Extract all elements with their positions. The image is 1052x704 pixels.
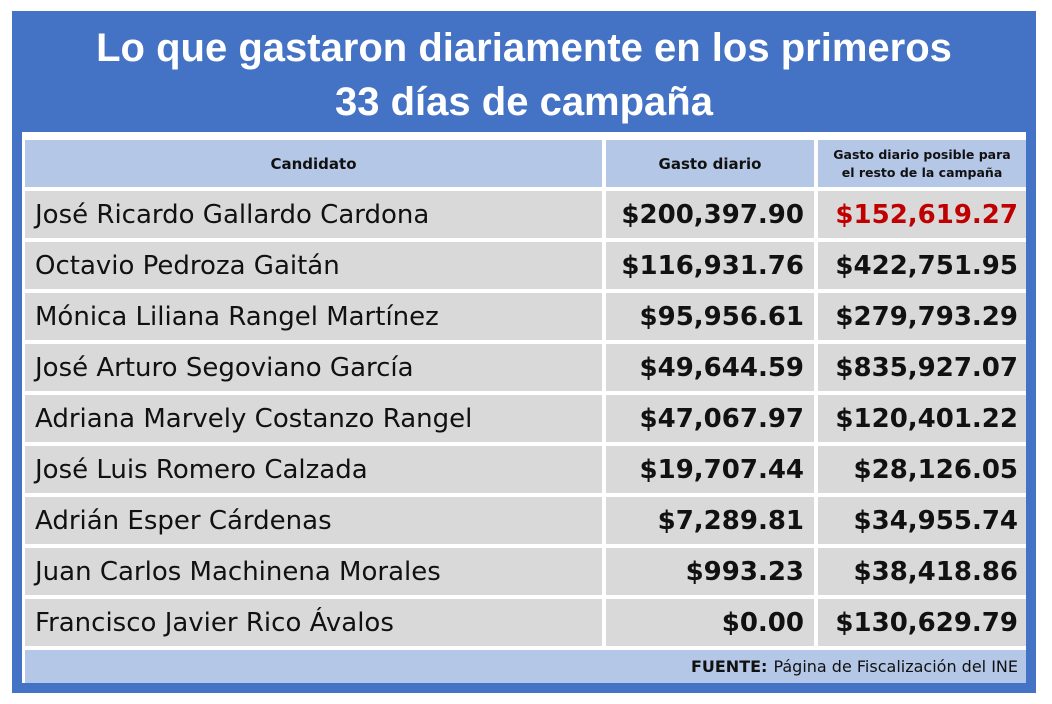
source-text: Página de Fiscalización del INE	[773, 657, 1018, 676]
candidate-name: José Arturo Segoviano García	[25, 344, 602, 391]
candidate-name: Adriana Marvely Costanzo Rangel	[25, 395, 602, 442]
table-row: Octavio Pedroza Gaitán $116,931.76 $422,75…	[22, 242, 1026, 289]
table-row: Juan Carlos Machinena Morales $993.23 $38,…	[22, 548, 1026, 595]
infographic-frame: Lo que gastaron diariamente en los prime…	[12, 11, 1036, 693]
header-daily-spend: Gasto diario	[606, 140, 814, 187]
candidate-name: Octavio Pedroza Gaitán	[25, 242, 602, 289]
daily-spend-value: $19,707.44	[606, 446, 814, 493]
candidate-name: Juan Carlos Machinena Morales	[25, 548, 602, 595]
title-line-2: 33 días de campaña	[335, 80, 713, 124]
daily-spend-value: $7,289.81	[606, 497, 814, 544]
possible-spend-value: $130,629.79	[818, 599, 1026, 646]
source-label: FUENTE:	[690, 657, 768, 676]
candidate-name: José Luis Romero Calzada	[25, 446, 602, 493]
table-row: Mónica Liliana Rangel Martínez $95,956.61…	[22, 293, 1026, 340]
daily-spend-value: $200,397.90	[606, 191, 814, 238]
header-possible-line-2: el resto de la campaña	[841, 164, 1003, 180]
possible-spend-value: $152,619.27	[818, 191, 1026, 238]
table-row: José Ricardo Gallardo Cardona $200,397.90…	[22, 191, 1026, 238]
table-row: José Luis Romero Calzada $19,707.44 $28,12…	[22, 446, 1026, 493]
candidate-name: Adrián Esper Cárdenas	[25, 497, 602, 544]
table-header-row: Candidato Gasto diario Gasto diario posi…	[22, 140, 1026, 187]
daily-spend-value: $95,956.61	[606, 293, 814, 340]
page-title: Lo que gastaron diariamente en los prime…	[12, 11, 1036, 129]
daily-spend-value: $993.23	[606, 548, 814, 595]
title-line-1: Lo que gastaron diariamente en los prime…	[96, 26, 952, 70]
daily-spend-value: $49,644.59	[606, 344, 814, 391]
table-row: Francisco Javier Rico Ávalos $0.00 $130,62…	[22, 599, 1026, 646]
possible-spend-value: $422,751.95	[818, 242, 1026, 289]
candidate-name: Mónica Liliana Rangel Martínez	[25, 293, 602, 340]
possible-spend-value: $120,401.22	[818, 395, 1026, 442]
daily-spend-value: $116,931.76	[606, 242, 814, 289]
possible-spend-value: $279,793.29	[818, 293, 1026, 340]
spending-table: Candidato Gasto diario Gasto diario posi…	[22, 132, 1026, 683]
table-row: Adriana Marvely Costanzo Rangel $47,067.9…	[22, 395, 1026, 442]
possible-spend-value: $38,418.86	[818, 548, 1026, 595]
possible-spend-value: $34,955.74	[818, 497, 1026, 544]
possible-spend-value: $835,927.07	[818, 344, 1026, 391]
possible-spend-value: $28,126.05	[818, 446, 1026, 493]
header-possible-spend: Gasto diario posible para el resto de la…	[818, 140, 1026, 187]
header-candidate: Candidato	[25, 140, 602, 187]
candidate-name: Francisco Javier Rico Ávalos	[25, 599, 602, 646]
table-row: Adrián Esper Cárdenas $7,289.81 $34,955.74	[22, 497, 1026, 544]
daily-spend-value: $47,067.97	[606, 395, 814, 442]
candidate-name: José Ricardo Gallardo Cardona	[25, 191, 602, 238]
daily-spend-value: $0.00	[606, 599, 814, 646]
header-possible-line-1: Gasto diario posible para	[833, 146, 1011, 162]
table-row: José Arturo Segoviano García $49,644.59 $8…	[22, 344, 1026, 391]
source-footer: FUENTE: Página de Fiscalización del INE	[25, 650, 1026, 683]
